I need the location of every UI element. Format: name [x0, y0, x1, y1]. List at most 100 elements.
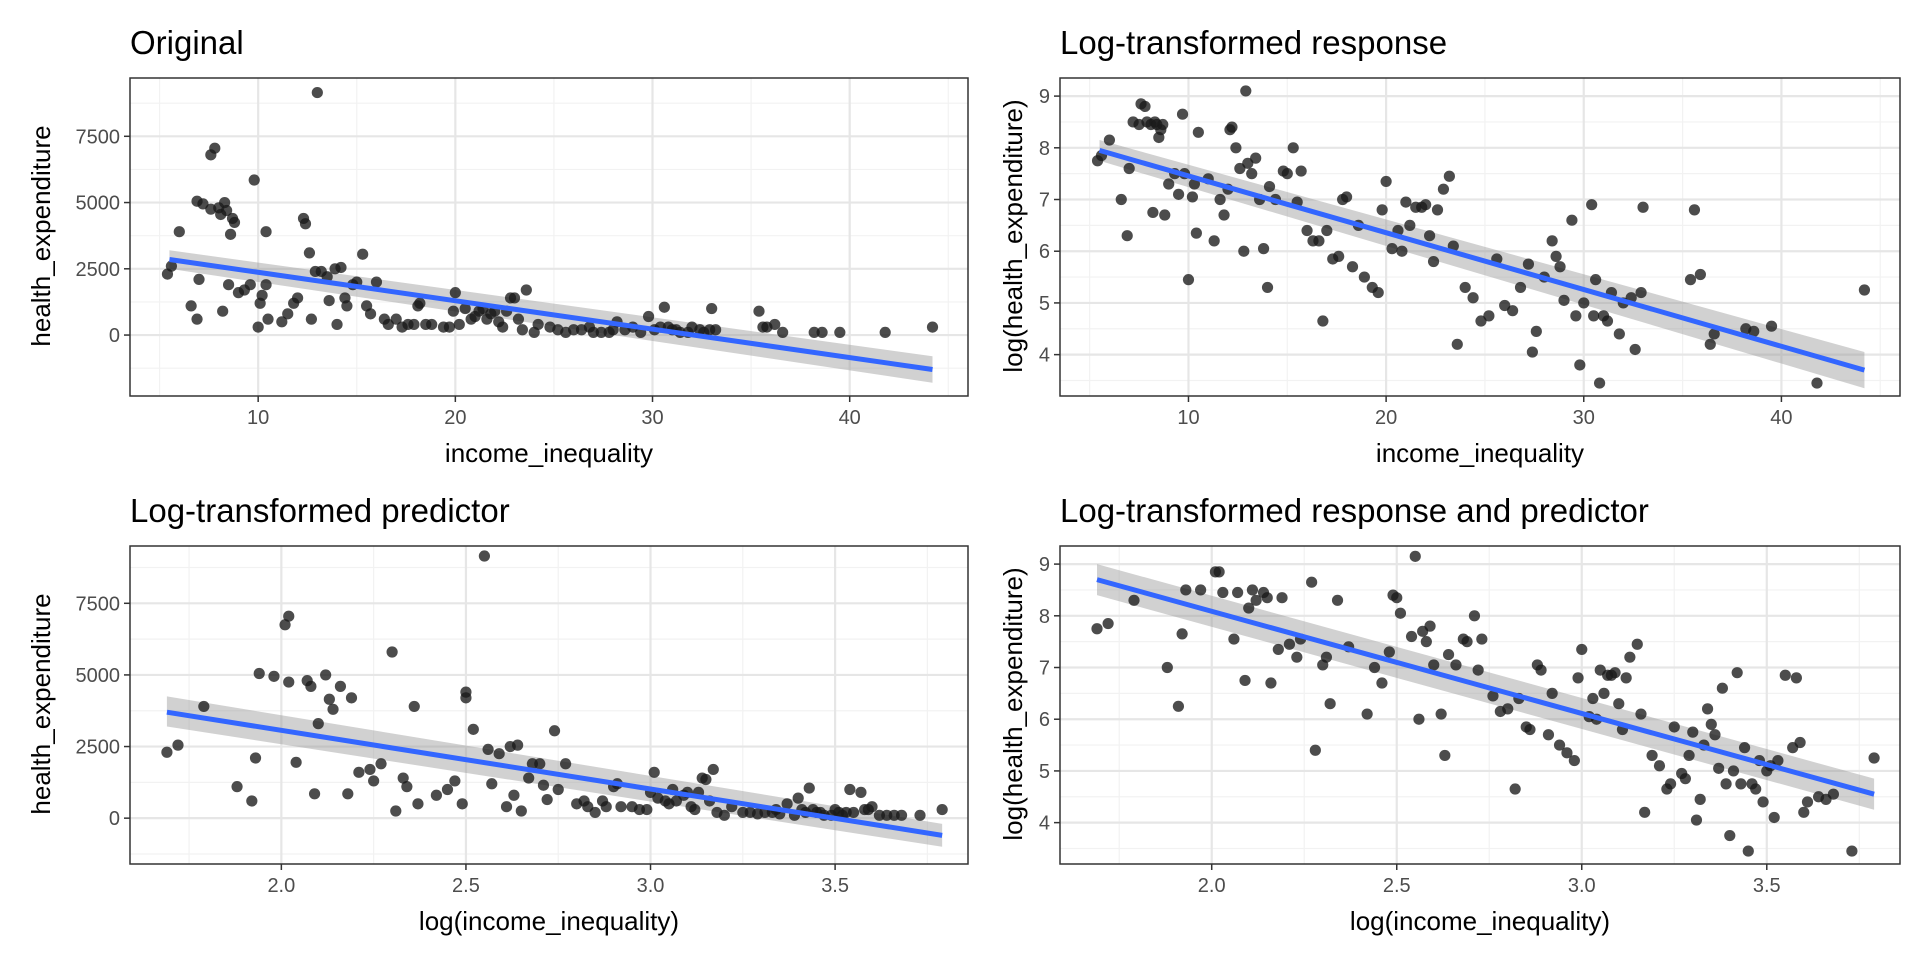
y-tick-label: 8 — [1039, 606, 1050, 628]
data-point — [246, 795, 258, 807]
data-point — [1635, 708, 1647, 720]
data-point — [1476, 633, 1488, 645]
data-point — [1554, 261, 1566, 273]
data-point — [1624, 651, 1636, 663]
data-point — [587, 326, 599, 338]
x-axis-title: income_inequality — [445, 438, 653, 468]
data-point — [1232, 586, 1244, 599]
data-point — [1172, 188, 1185, 200]
data-point — [1535, 664, 1547, 676]
panel-log-response: Log-transformed response income_inequali… — [998, 24, 1901, 468]
x-axis-title: log(income_inequality) — [419, 906, 679, 936]
data-point — [1635, 286, 1647, 299]
data-point — [1265, 677, 1277, 689]
data-point — [1687, 726, 1699, 738]
data-point — [1123, 162, 1135, 175]
data-point — [1790, 672, 1802, 684]
data-point — [1346, 261, 1359, 273]
data-point — [401, 781, 413, 793]
data-point — [453, 318, 465, 331]
data-point — [641, 803, 653, 816]
data-point — [1317, 315, 1329, 327]
data-point — [1727, 765, 1740, 777]
data-point — [1276, 592, 1288, 604]
data-point — [248, 174, 260, 186]
data-point — [515, 805, 527, 817]
data-point — [323, 295, 335, 307]
data-point — [308, 788, 321, 800]
data-point — [1568, 754, 1580, 767]
data-point — [1587, 692, 1599, 705]
data-point — [1439, 749, 1451, 762]
data-point — [345, 692, 358, 704]
data-point — [769, 318, 781, 331]
data-point — [595, 326, 607, 338]
data-point — [589, 806, 601, 819]
data-point — [1442, 648, 1455, 661]
x-tick-label: 2.5 — [452, 875, 480, 897]
data-point — [537, 779, 550, 791]
data-point — [209, 142, 221, 154]
data-point — [408, 318, 420, 331]
data-point — [1558, 294, 1570, 306]
data-point — [493, 748, 505, 760]
data-point — [1238, 245, 1250, 257]
data-point — [834, 326, 846, 338]
data-point — [249, 752, 262, 764]
data-point — [808, 326, 820, 338]
y-tick-label: 7500 — [76, 593, 121, 615]
regression-line — [166, 709, 943, 838]
data-point — [700, 773, 712, 786]
data-point — [1281, 168, 1293, 180]
data-point — [1668, 721, 1680, 733]
data-point — [508, 292, 521, 304]
data-point — [1139, 100, 1151, 113]
data-point — [312, 718, 324, 730]
panel-log-predictor: Log-transformed predictor log(income_ine… — [26, 492, 969, 936]
data-point — [1391, 592, 1403, 604]
data-point — [1437, 183, 1450, 195]
data-point — [1704, 338, 1716, 350]
data-point — [1331, 594, 1344, 606]
x-tick-label: 2.0 — [267, 875, 295, 897]
data-point — [1283, 638, 1296, 650]
data-point — [1566, 214, 1578, 226]
data-point — [1376, 204, 1388, 216]
data-point — [1386, 243, 1398, 255]
data-point — [449, 775, 461, 787]
data-point — [1646, 749, 1658, 762]
data-point — [658, 301, 670, 313]
data-point — [221, 204, 233, 217]
data-point — [231, 781, 243, 793]
data-point — [847, 806, 860, 819]
plot-area: 2.0 2.5 3.0 3.5 0 2500 5000 7500 — [76, 545, 969, 897]
panel-title: Original — [130, 24, 244, 61]
y-tick-label: 8 — [1039, 138, 1050, 160]
data-point — [642, 310, 655, 323]
data-point — [1172, 700, 1185, 712]
data-point — [382, 318, 394, 331]
data-point — [390, 805, 402, 817]
y-tick-label: 6 — [1039, 709, 1050, 731]
data-point — [449, 287, 461, 299]
data-point — [1217, 586, 1229, 599]
data-point — [323, 693, 335, 705]
data-point — [541, 793, 553, 806]
data-point — [548, 725, 561, 737]
data-point — [1467, 292, 1479, 304]
data-point — [1228, 633, 1240, 645]
y-tick-label: 9 — [1039, 554, 1050, 576]
data-point — [914, 809, 926, 821]
data-point — [1798, 806, 1810, 818]
data-point — [1487, 690, 1499, 702]
data-point — [357, 248, 369, 260]
data-point — [568, 324, 580, 336]
data-point — [1601, 315, 1614, 327]
panel-title: Log-transformed response and predictor — [1060, 492, 1649, 529]
data-point — [198, 700, 210, 713]
data-point — [1542, 729, 1555, 741]
data-point — [441, 783, 454, 796]
plot-area: 10 20 30 40 4 5 6 7 8 9 — [1039, 77, 1901, 429]
panel-border — [1059, 77, 1901, 397]
data-point — [1443, 170, 1455, 182]
